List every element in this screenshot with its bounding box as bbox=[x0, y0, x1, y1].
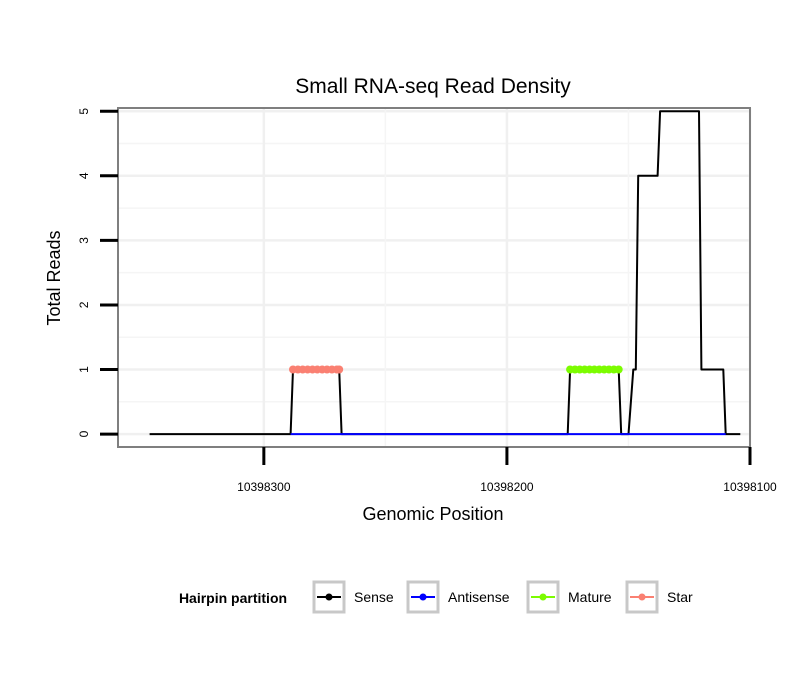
legend-label-antisense: Antisense bbox=[448, 589, 510, 605]
series-layer bbox=[149, 110, 741, 436]
legend-label-sense: Sense bbox=[354, 589, 394, 605]
y-tick-label: 4 bbox=[77, 172, 91, 179]
legend-label-mature: Mature bbox=[568, 589, 612, 605]
x-tick-label: 10398200 bbox=[480, 480, 534, 494]
x-tick-label: 10398100 bbox=[723, 480, 777, 494]
x-axis-label: Genomic Position bbox=[362, 504, 503, 524]
series-sense-line bbox=[149, 110, 741, 436]
legend-title: Hairpin partition bbox=[179, 590, 287, 606]
legend-point-mature bbox=[539, 593, 547, 601]
chart-title: Small RNA-seq Read Density bbox=[295, 75, 571, 98]
legend-label-star: Star bbox=[667, 589, 693, 605]
legend-point-antisense bbox=[419, 593, 427, 601]
x-tick-label: 10398300 bbox=[237, 480, 291, 494]
y-tick-label: 1 bbox=[77, 366, 91, 373]
legend-point-sense bbox=[325, 593, 333, 601]
y-axis-label: Total Reads bbox=[44, 230, 64, 325]
plot-border bbox=[117, 107, 751, 448]
series-star-point bbox=[335, 365, 344, 374]
plot-background bbox=[118, 108, 750, 447]
series-mature-point bbox=[614, 365, 623, 374]
legend: Hairpin partition Sense Antisense Mature St… bbox=[179, 580, 693, 614]
y-tick-label: 0 bbox=[77, 430, 91, 437]
y-tick-label: 2 bbox=[77, 301, 91, 308]
y-tick-label: 5 bbox=[77, 108, 91, 115]
y-axis: 0 1 2 3 4 5 bbox=[77, 108, 118, 437]
x-axis: 10398300 10398200 10398100 bbox=[237, 447, 777, 494]
y-tick-label: 3 bbox=[77, 237, 91, 244]
grid bbox=[118, 108, 752, 447]
legend-point-star bbox=[638, 593, 646, 601]
